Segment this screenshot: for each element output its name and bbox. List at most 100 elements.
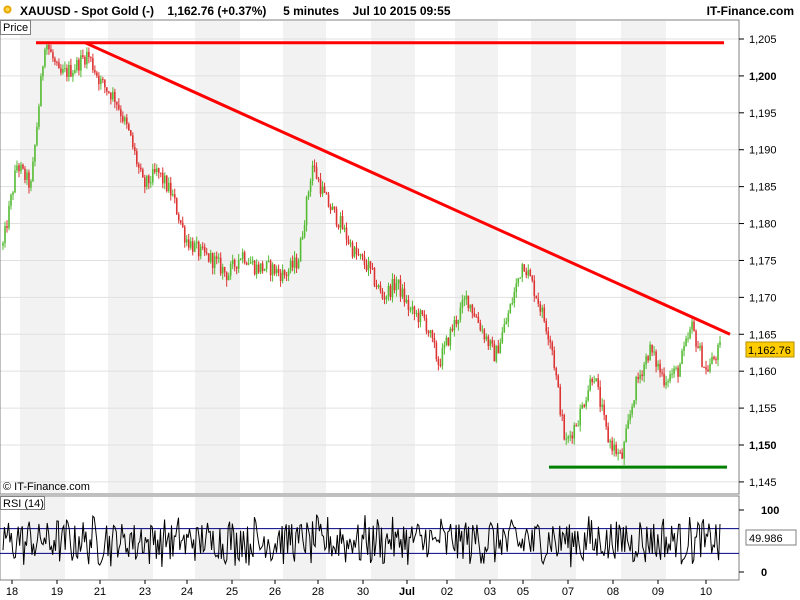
candle-body (167, 182, 170, 192)
candle-body (24, 168, 26, 180)
candle-body (455, 319, 458, 325)
candle-body (549, 339, 552, 343)
candle-body (591, 378, 593, 383)
candle-body (80, 55, 82, 71)
candle-body (130, 130, 132, 136)
candle-body (575, 425, 578, 427)
interval-label: 5 minutes (283, 4, 340, 18)
current-price-label: 1,162.76 (748, 345, 791, 357)
candle-body (629, 414, 631, 421)
candle-body (533, 280, 536, 296)
candle-body (269, 260, 272, 276)
candle-body (253, 260, 256, 275)
candle-body (627, 420, 629, 429)
candle-body (229, 264, 232, 276)
candle-body (28, 172, 30, 188)
candle-body (527, 269, 530, 276)
candle-body (187, 239, 190, 248)
candle-body (451, 328, 454, 331)
candle-body (415, 312, 418, 314)
candle-body (261, 263, 264, 271)
candle-body (623, 442, 625, 459)
rsi-line (2, 514, 721, 568)
candle-body (50, 49, 52, 53)
candle-body (339, 216, 342, 228)
candle-body (481, 329, 484, 331)
candle-body (511, 303, 514, 305)
trend-annotations (36, 41, 731, 469)
candle-body (383, 298, 386, 300)
candle-body (465, 295, 468, 300)
candle-body (645, 356, 647, 365)
price-tick-label: 1,150 (749, 440, 777, 452)
time-tick-label: 25 (226, 586, 238, 598)
price-label-box: Price (0, 20, 31, 35)
candle-body (695, 330, 697, 347)
candle-body (136, 151, 138, 165)
candle-body (147, 175, 150, 184)
candle-body (46, 44, 48, 50)
candle-body (681, 350, 683, 365)
candle-body (519, 277, 522, 279)
candle-body (547, 331, 550, 340)
candle-body (98, 75, 100, 85)
candle-body (603, 404, 605, 416)
candle-body (499, 342, 502, 354)
candle-body (391, 279, 394, 298)
candle-body (717, 345, 719, 360)
candle-body (355, 247, 358, 255)
candle-body (385, 296, 388, 300)
candlestick-series (2, 41, 721, 466)
candle-body (219, 257, 222, 274)
candle-body (553, 350, 556, 369)
candle-body (647, 356, 649, 361)
price-tick-label: 1,145 (749, 477, 777, 489)
candle-body (545, 321, 548, 332)
candle-body (102, 78, 104, 80)
candle-body (325, 192, 328, 195)
candle-body (525, 271, 528, 276)
candle-body (367, 261, 370, 271)
candle-body (531, 276, 534, 281)
candle-body (313, 165, 316, 168)
candle-body (223, 266, 226, 273)
candle-body (493, 343, 496, 362)
candle-body (145, 175, 148, 187)
candle-body (76, 59, 78, 70)
candle-body (191, 241, 194, 252)
candle-body (106, 87, 108, 92)
candle-body (351, 242, 354, 257)
price-tick-label: 1,185 (749, 182, 777, 194)
candle-body (126, 117, 128, 125)
time-tick-label: 26 (269, 586, 281, 598)
rsi-day-band (621, 497, 666, 579)
candle-body (297, 261, 300, 269)
rsi-day-band (108, 497, 153, 579)
candle-body (599, 386, 601, 407)
candle-body (213, 256, 216, 268)
candle-body (363, 256, 366, 265)
candle-body (32, 161, 34, 182)
candle-body (327, 194, 330, 207)
time-tick-label: 19 (51, 586, 63, 598)
candle-body (335, 208, 338, 226)
candle-body (471, 304, 474, 314)
candle-body (643, 364, 645, 377)
candle-body (163, 175, 166, 184)
candle-body (281, 270, 284, 281)
watermark-text: © IT-Finance.com (3, 481, 90, 493)
candle-body (347, 239, 350, 244)
candle-body (477, 316, 480, 323)
candle-body (699, 345, 701, 349)
candle-body (70, 64, 72, 77)
candle-body (183, 226, 186, 243)
candle-body (497, 345, 500, 354)
candle-body (319, 179, 322, 194)
candle-body (221, 266, 224, 274)
candle-body (407, 299, 410, 310)
candle-body (72, 72, 74, 77)
candle-body (175, 198, 178, 215)
candle-body (197, 241, 200, 257)
